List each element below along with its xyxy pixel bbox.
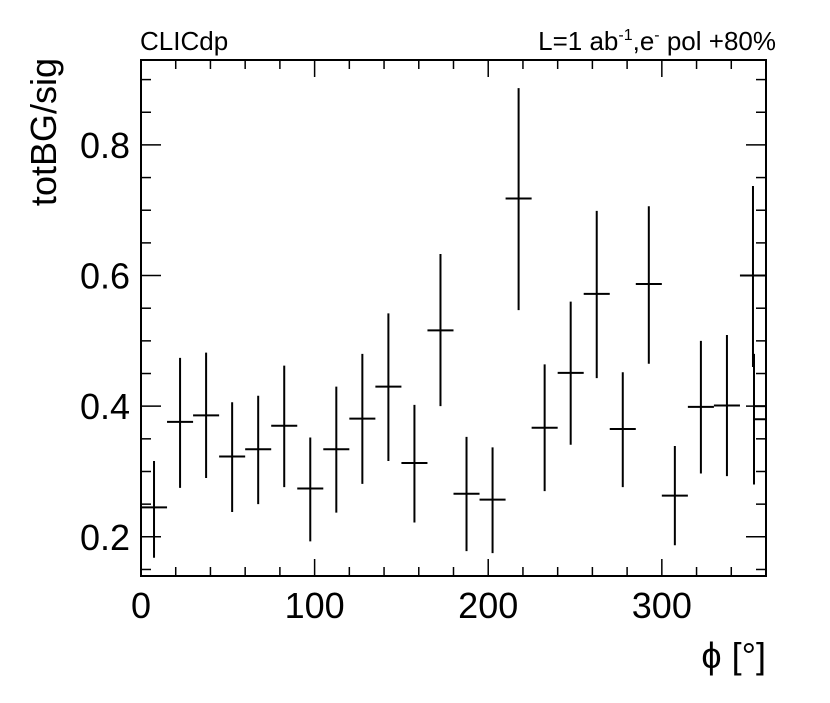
- data-point: [583, 210, 610, 379]
- data-point: [739, 186, 766, 367]
- data-point: [635, 206, 662, 364]
- luminosity-mid: ,e: [633, 26, 655, 56]
- data-point: [375, 313, 402, 462]
- data-point: [531, 364, 558, 492]
- data-point: [752, 405, 766, 472]
- x-tick-label: 0: [131, 585, 151, 626]
- data-point: [687, 340, 714, 474]
- plot-frame: [140, 59, 767, 577]
- data-point: [141, 461, 168, 558]
- experiment-label: CLICdp: [140, 26, 228, 56]
- data-point: [323, 386, 350, 513]
- y-tick-label: 0.8: [80, 125, 130, 166]
- data-point: [349, 353, 376, 484]
- data-point: [245, 395, 272, 505]
- data-point: [297, 437, 324, 542]
- data-point: [427, 253, 454, 407]
- data-point: [661, 446, 688, 546]
- luminosity-sup-1: -1: [618, 27, 632, 44]
- data-point: [557, 301, 584, 445]
- x-tick-label: 300: [632, 585, 692, 626]
- y-axis-title: totBG/sig: [23, 58, 64, 206]
- data-point: [193, 352, 220, 479]
- x-axis-title: ϕ [°]: [701, 635, 766, 676]
- data-point: [479, 447, 506, 554]
- x-tick-label: 200: [458, 585, 518, 626]
- data-point: [713, 334, 740, 477]
- data-point: [609, 372, 636, 488]
- luminosity-sup-2: -: [654, 27, 659, 44]
- data-point: [453, 436, 480, 552]
- luminosity-tail: pol +80%: [660, 26, 776, 56]
- data-point: [167, 357, 194, 488]
- data-point: [271, 365, 298, 488]
- y-tick-label: 0.4: [80, 386, 130, 427]
- luminosity-label: L=1 ab-1,e- pol +80%: [538, 26, 776, 56]
- data-point: [401, 404, 428, 523]
- y-tick-label: 0.2: [80, 517, 130, 558]
- data-point: [505, 88, 532, 311]
- data-point: [219, 402, 246, 512]
- y-tick-label: 0.6: [80, 256, 130, 297]
- luminosity-main: L=1 ab: [538, 26, 618, 56]
- x-tick-label: 100: [285, 585, 345, 626]
